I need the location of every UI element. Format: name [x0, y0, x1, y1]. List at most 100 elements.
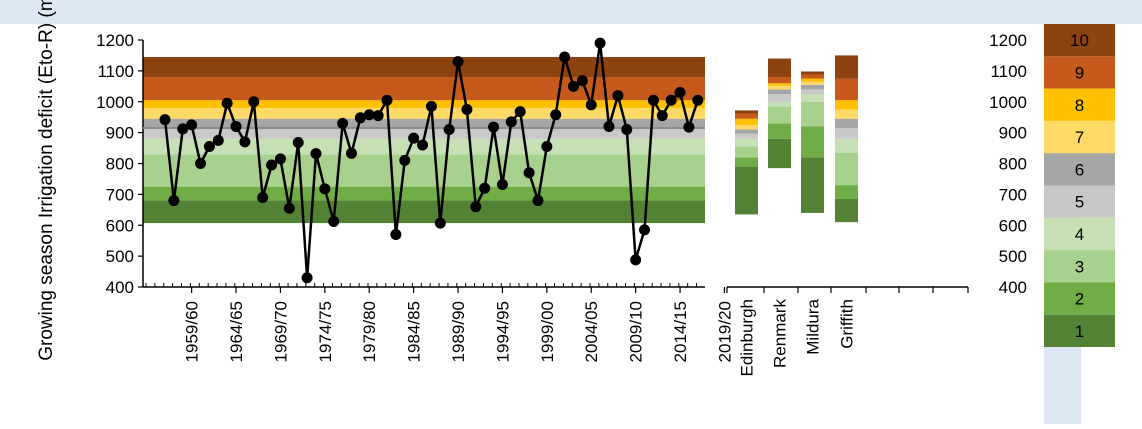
- stack-griffith-decile-4: [835, 138, 858, 153]
- right-y-tick-label: 400: [999, 278, 1027, 297]
- data-point: [363, 109, 375, 121]
- data-point: [621, 124, 633, 136]
- decile-band-8: [143, 100, 705, 108]
- data-point: [647, 94, 659, 106]
- x-tick-label: 1999/00: [538, 301, 557, 362]
- data-point: [186, 119, 198, 131]
- data-point: [372, 110, 384, 122]
- data-point: [266, 159, 278, 171]
- site-label-mildura: Mildura: [804, 298, 823, 354]
- stack-griffith-decile-7: [835, 109, 858, 119]
- y-tick-label: 900: [106, 124, 134, 143]
- data-point: [257, 191, 269, 203]
- legend-swatch-8: [1044, 88, 1115, 121]
- y-tick-label: 500: [106, 247, 134, 266]
- data-point: [230, 120, 242, 132]
- right-y-tick-label: 1000: [989, 93, 1027, 112]
- data-point: [443, 124, 455, 136]
- data-point: [390, 229, 402, 241]
- x-tick-label: 2014/15: [671, 301, 690, 362]
- time-series: [143, 37, 705, 284]
- legend-label-5: 5: [1075, 193, 1084, 212]
- x-tick-label: 1969/70: [271, 301, 290, 362]
- data-point: [461, 103, 473, 115]
- site-label-griffith: Griffith: [838, 299, 857, 349]
- legend-label-6: 6: [1075, 160, 1084, 179]
- legend-label-8: 8: [1075, 96, 1084, 115]
- legend-swatch-7: [1044, 120, 1115, 154]
- data-point: [239, 136, 251, 148]
- y-tick-label: 800: [106, 155, 134, 174]
- data-point: [567, 80, 579, 92]
- legend-label-4: 4: [1075, 225, 1084, 244]
- stack-mildura-decile-2: [801, 126, 824, 158]
- stack-renmark-decile-7: [768, 85, 791, 90]
- data-point: [683, 121, 695, 133]
- y-tick-label: 400: [106, 278, 134, 297]
- data-point: [612, 90, 624, 102]
- x-tick-label: 1984/85: [405, 301, 424, 362]
- y-tick-label: 1000: [96, 93, 134, 112]
- right-y-tick-label: 1200: [989, 31, 1027, 50]
- site-label-edinburgh: Edinburgh: [738, 299, 757, 377]
- data-point: [656, 110, 668, 122]
- data-point: [496, 178, 508, 190]
- legend-swatch-5: [1044, 185, 1115, 218]
- data-point: [248, 96, 260, 108]
- decile-band-1: [143, 200, 705, 224]
- site-stacks: [735, 55, 858, 223]
- legend-swatch-4: [1044, 217, 1115, 251]
- right-y-tick-label: 500: [999, 247, 1027, 266]
- data-point: [328, 216, 340, 228]
- data-point: [452, 56, 464, 68]
- x-tick-label: 1959/60: [183, 301, 202, 362]
- x-tick-label: 1989/90: [449, 301, 468, 362]
- decile-band-3: [143, 154, 705, 187]
- data-point: [576, 75, 588, 87]
- data-point: [168, 195, 180, 207]
- stack-renmark-decile-5: [768, 94, 791, 102]
- data-point: [203, 141, 215, 153]
- data-point: [417, 139, 429, 151]
- x-tick-label: 2004/05: [582, 301, 601, 362]
- data-point: [665, 94, 677, 106]
- right-y-tick-label: 1100: [990, 62, 1027, 81]
- x-tick-label: 1979/80: [360, 301, 379, 362]
- right-y-tick-label: 700: [999, 185, 1027, 204]
- data-point: [603, 120, 615, 132]
- stack-mildura-decile-10: [801, 71, 824, 75]
- stack-edinburgh-decile-1: [735, 166, 758, 215]
- right-y-tick-label: 800: [999, 155, 1027, 174]
- stack-mildura-decile-5: [801, 89, 824, 95]
- stack-griffith-decile-2: [835, 185, 858, 200]
- legend-swatch-1: [1044, 314, 1115, 347]
- data-point: [550, 109, 562, 121]
- stack-mildura-decile-9: [801, 74, 824, 79]
- legend-swatch-10: [1044, 24, 1115, 57]
- stack-mildura-decile-8: [801, 78, 824, 82]
- data-point: [470, 201, 482, 213]
- legend-label-1: 1: [1075, 322, 1084, 341]
- legend-swatch-3: [1044, 250, 1115, 283]
- y-tick-label: 1200: [96, 31, 134, 50]
- x-tick-label: 1974/75: [316, 301, 335, 362]
- data-point: [630, 254, 642, 266]
- data-point: [301, 272, 313, 284]
- data-point: [523, 167, 535, 179]
- data-point: [532, 195, 544, 207]
- data-point: [159, 114, 171, 126]
- data-point: [319, 183, 331, 195]
- x-tick-label: 2019/20: [715, 301, 734, 362]
- stack-edinburgh-decile-10: [735, 110, 758, 114]
- data-point: [177, 123, 189, 135]
- y-tick-label: 1100: [97, 62, 134, 81]
- right-y-tick-label: 900: [999, 124, 1027, 143]
- data-point: [310, 148, 322, 160]
- decile-band-9: [143, 77, 705, 101]
- data-point: [408, 132, 420, 144]
- y-tick-label: 600: [106, 216, 134, 235]
- stack-edinburgh-decile-7: [735, 124, 758, 130]
- data-point: [292, 137, 304, 149]
